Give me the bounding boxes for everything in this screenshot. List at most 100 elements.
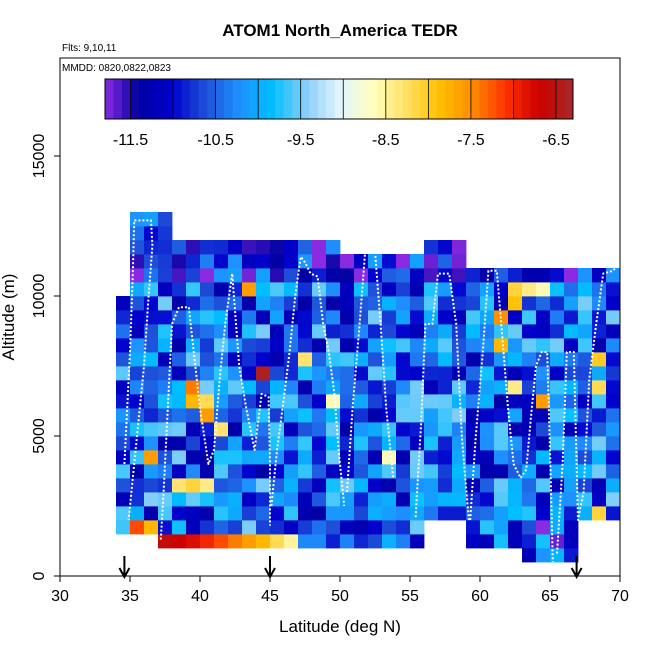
heatmap-cell: [214, 254, 229, 269]
heatmap-cell: [186, 464, 201, 479]
heatmap-cell: [592, 366, 607, 381]
heatmap-cell: [382, 310, 397, 325]
heatmap-cell: [200, 254, 215, 269]
heatmap-cell: [172, 408, 187, 423]
heatmap-cell: [298, 282, 313, 297]
colorbar-swatch: [453, 79, 463, 119]
colorbar-swatch: [275, 79, 285, 119]
heatmap-cell: [536, 380, 551, 395]
x-tick-label: 50: [331, 588, 349, 605]
heatmap-cell: [382, 268, 397, 283]
heatmap-cell: [508, 310, 523, 325]
heatmap-cell: [200, 366, 215, 381]
heatmap-cell: [606, 310, 621, 325]
heatmap-cell: [354, 422, 369, 437]
heatmap-cell: [242, 268, 257, 283]
heatmap-cell: [606, 464, 621, 479]
heatmap-cell: [242, 282, 257, 297]
heatmap-cell: [312, 450, 327, 465]
heatmap-cell: [312, 366, 327, 381]
heatmap-cell: [480, 338, 495, 353]
heatmap-cell: [522, 464, 537, 479]
heatmap-cell: [228, 408, 243, 423]
heatmap-cell: [256, 338, 271, 353]
heatmap-cell: [158, 492, 173, 507]
heatmap-cell: [172, 380, 187, 395]
heatmap-cell: [130, 254, 145, 269]
heatmap-cell: [340, 492, 355, 507]
y-axis-label: Altitude (m): [0, 274, 18, 361]
heatmap-cell: [298, 478, 313, 493]
colorbar-swatch: [564, 79, 574, 119]
heatmap-cell: [130, 366, 145, 381]
heatmap-cell: [158, 534, 173, 549]
heatmap-cell: [284, 324, 299, 339]
heatmap-cell: [130, 352, 145, 367]
heatmap-cell: [396, 422, 411, 437]
heatmap-cell: [536, 534, 551, 549]
heatmap-cell: [326, 408, 341, 423]
heatmap-cell: [256, 324, 271, 339]
heatmap-cell: [550, 366, 565, 381]
heatmap-cell: [480, 394, 495, 409]
flight-track: [123, 219, 154, 521]
heatmap-cell: [284, 534, 299, 549]
heatmap-cell: [116, 506, 131, 521]
heatmap-cell: [368, 338, 383, 353]
heatmap-cell: [410, 338, 425, 353]
heatmap-cell: [186, 492, 201, 507]
heatmap-cell: [172, 506, 187, 521]
heatmap-cell: [130, 506, 145, 521]
heatmap-cell: [256, 240, 271, 255]
heatmap-cell: [438, 478, 453, 493]
heatmap-cell: [298, 338, 313, 353]
heatmap-cell: [284, 450, 299, 465]
heatmap-cell: [228, 450, 243, 465]
heatmap-cell: [536, 324, 551, 339]
heatmap-cell: [564, 492, 579, 507]
heatmap-cell: [508, 366, 523, 381]
heatmap-cell: [466, 534, 481, 549]
heatmap-cell: [298, 450, 313, 465]
heatmap-cell: [424, 478, 439, 493]
heatmap-cell: [452, 296, 467, 311]
heatmap-cell: [522, 352, 537, 367]
heatmap-cell: [270, 352, 285, 367]
heatmap-cell: [116, 408, 131, 423]
heatmap-cell: [606, 422, 621, 437]
heatmap-cell: [424, 422, 439, 437]
heatmap-cell: [354, 366, 369, 381]
heatmap-cell: [522, 422, 537, 437]
heatmap-cell: [480, 366, 495, 381]
heatmap-cell: [424, 268, 439, 283]
heatmap-cell: [424, 450, 439, 465]
heatmap-cell: [214, 366, 229, 381]
heatmap-cell: [592, 436, 607, 451]
heatmap-cell: [200, 436, 215, 451]
heatmap-cell: [228, 464, 243, 479]
heatmap-cell: [466, 506, 481, 521]
heatmap-cell: [284, 380, 299, 395]
heatmap-cell: [508, 520, 523, 535]
colorbar-swatch: [334, 79, 344, 119]
heatmap-cell: [228, 338, 243, 353]
heatmap-cell: [298, 534, 313, 549]
heatmap-cell: [424, 366, 439, 381]
heatmap-cell: [228, 436, 243, 451]
heatmap-cell: [452, 422, 467, 437]
heatmap-cell: [550, 310, 565, 325]
heatmap-cell: [550, 268, 565, 283]
heatmap-cell: [270, 268, 285, 283]
heatmap-cell: [424, 408, 439, 423]
heatmap-cell: [578, 268, 593, 283]
heatmap-cell: [438, 240, 453, 255]
heatmap-cell: [284, 478, 299, 493]
heatmap-cell: [410, 520, 425, 535]
heatmap-cell: [144, 520, 159, 535]
heatmap-cell: [564, 506, 579, 521]
heatmap-cell: [144, 366, 159, 381]
heatmap-cell: [256, 282, 271, 297]
heatmap-cell: [144, 408, 159, 423]
heatmap-cell: [494, 422, 509, 437]
